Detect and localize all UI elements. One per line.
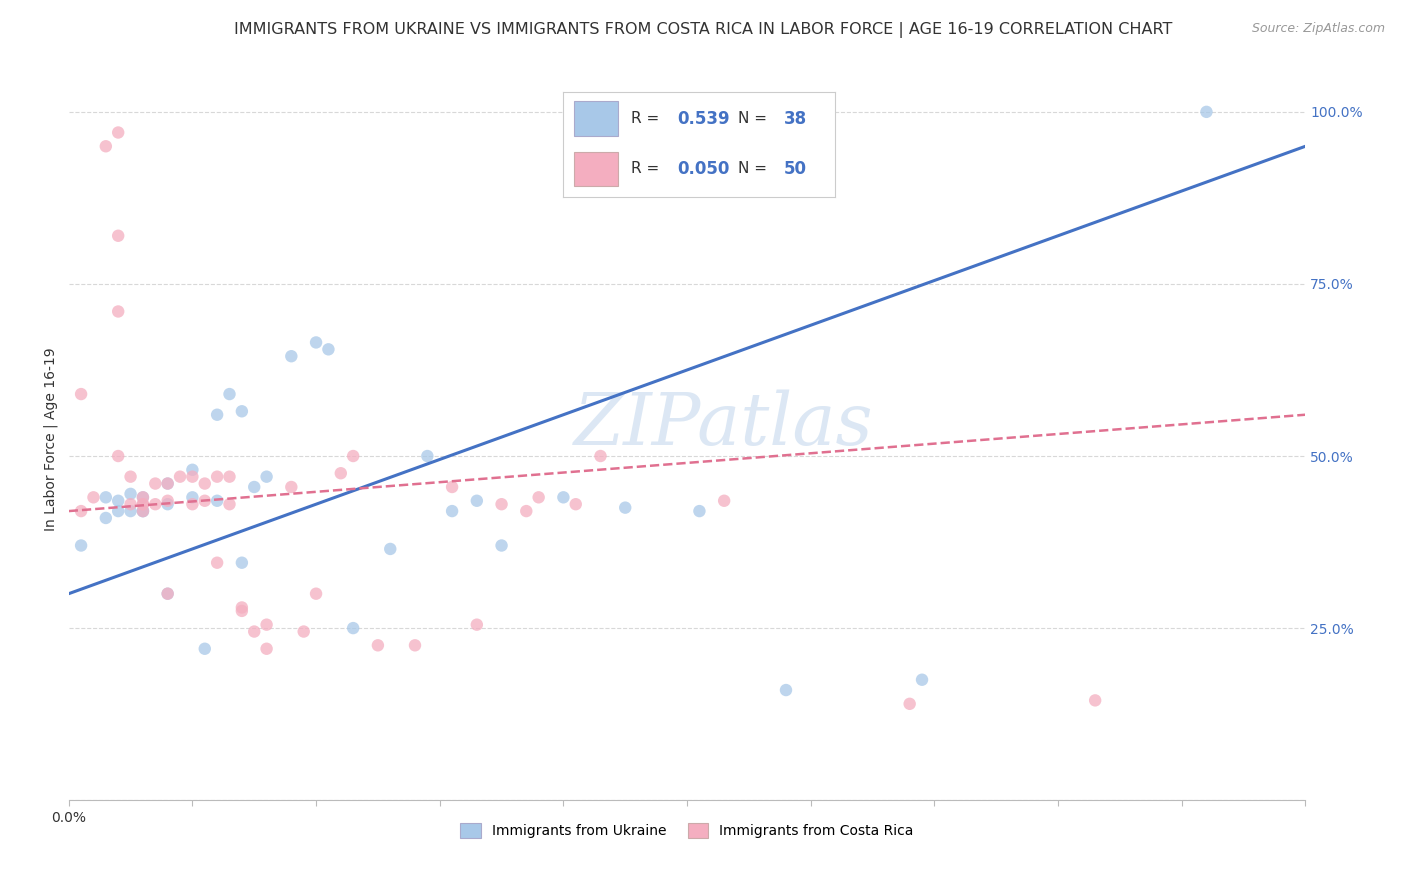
Point [94, 511, 117, 525]
Point [132, 504, 155, 518]
Point [280, 349, 302, 363]
Point [465, 493, 488, 508]
Point [515, 504, 537, 518]
Point [132, 504, 155, 518]
Point [380, 541, 402, 556]
Point [342, 621, 364, 635]
Point [441, 480, 464, 494]
Point [527, 491, 550, 505]
Text: ZIPatlas: ZIPatlas [574, 389, 875, 459]
Point [775, 683, 797, 698]
Text: IMMIGRANTS FROM UKRAINE VS IMMIGRANTS FROM COSTA RICA IN LABOR FORCE | AGE 16-19: IMMIGRANTS FROM UKRAINE VS IMMIGRANTS FR… [233, 22, 1173, 38]
Point [465, 617, 488, 632]
Point [82, 491, 104, 505]
Point [205, 408, 228, 422]
Point [194, 476, 217, 491]
Point [194, 641, 217, 656]
Point [94, 491, 117, 505]
Point [280, 480, 302, 494]
Point [305, 335, 328, 350]
Point [205, 469, 228, 483]
Point [194, 493, 217, 508]
Point [181, 469, 204, 483]
Text: Source: ZipAtlas.com: Source: ZipAtlas.com [1251, 22, 1385, 36]
Point [553, 491, 575, 505]
Point [132, 491, 155, 505]
Point [143, 476, 166, 491]
Point [156, 587, 179, 601]
Point [231, 404, 253, 418]
Point [107, 493, 129, 508]
Point [565, 497, 588, 511]
Point [256, 617, 278, 632]
Point [156, 476, 179, 491]
Point [713, 493, 735, 508]
Y-axis label: In Labor Force | Age 16-19: In Labor Force | Age 16-19 [44, 347, 58, 531]
Point [329, 467, 352, 481]
Point [205, 493, 228, 508]
Point [143, 497, 166, 511]
Point [1195, 104, 1218, 119]
Point [70, 504, 93, 518]
Point [107, 228, 129, 243]
Point [94, 139, 117, 153]
Point [120, 497, 142, 511]
Point [156, 497, 179, 511]
Point [181, 463, 204, 477]
Point [256, 641, 278, 656]
Point [441, 504, 464, 518]
Point [318, 343, 340, 357]
Point [243, 480, 266, 494]
Point [1084, 693, 1107, 707]
Point [342, 449, 364, 463]
Point [120, 487, 142, 501]
Point [132, 491, 155, 505]
Point [218, 497, 240, 511]
Point [589, 449, 612, 463]
Point [218, 469, 240, 483]
Point [404, 638, 426, 652]
Point [181, 497, 204, 511]
Point [367, 638, 389, 652]
Point [120, 469, 142, 483]
Point [107, 449, 129, 463]
Point [156, 493, 179, 508]
Point [256, 469, 278, 483]
Point [107, 304, 129, 318]
Point [70, 387, 93, 401]
Point [305, 587, 328, 601]
Point [688, 504, 710, 518]
Point [231, 600, 253, 615]
Point [156, 476, 179, 491]
Point [181, 491, 204, 505]
Point [243, 624, 266, 639]
Point [898, 697, 921, 711]
Point [292, 624, 315, 639]
Point [911, 673, 934, 687]
Point [491, 539, 513, 553]
Point [231, 604, 253, 618]
Legend: Immigrants from Ukraine, Immigrants from Costa Rica: Immigrants from Ukraine, Immigrants from… [454, 818, 920, 844]
Point [107, 126, 129, 140]
Point [231, 556, 253, 570]
Point [491, 497, 513, 511]
Point [416, 449, 439, 463]
Point [205, 556, 228, 570]
Point [132, 504, 155, 518]
Point [107, 504, 129, 518]
Point [156, 587, 179, 601]
Point [120, 504, 142, 518]
Point [132, 497, 155, 511]
Point [132, 497, 155, 511]
Point [70, 539, 93, 553]
Point [169, 469, 191, 483]
Point [614, 500, 637, 515]
Point [218, 387, 240, 401]
